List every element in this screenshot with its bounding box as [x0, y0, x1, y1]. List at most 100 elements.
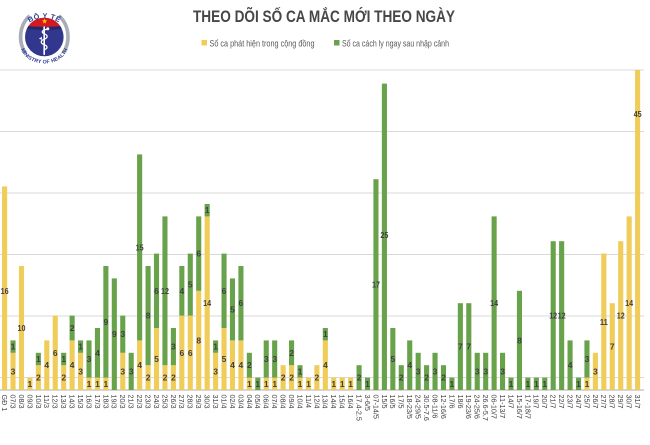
- svg-text:20/3: 20/3: [118, 395, 127, 409]
- svg-text:6: 6: [154, 286, 159, 296]
- svg-text:5: 5: [390, 354, 395, 364]
- svg-text:17/3: 17/3: [93, 395, 102, 409]
- svg-text:31/3: 31/3: [211, 395, 220, 409]
- svg-text:1: 1: [11, 342, 16, 352]
- svg-text:28/3: 28/3: [186, 395, 195, 409]
- svg-text:15-16/7: 15-16/7: [515, 395, 524, 419]
- svg-text:3: 3: [213, 366, 218, 376]
- svg-text:11/3: 11/3: [42, 395, 51, 408]
- svg-text:31/7: 31/7: [633, 395, 642, 409]
- svg-text:15/4: 15/4: [338, 395, 347, 409]
- svg-text:12: 12: [549, 311, 557, 321]
- svg-text:1: 1: [450, 379, 455, 389]
- svg-text:25/7: 25/7: [582, 395, 591, 409]
- svg-text:4: 4: [70, 360, 75, 370]
- svg-text:1: 1: [542, 379, 547, 389]
- svg-text:15: 15: [136, 242, 144, 252]
- svg-text:23/3: 23/3: [143, 395, 152, 409]
- svg-text:14/3: 14/3: [68, 395, 77, 409]
- svg-text:16/3: 16/3: [84, 395, 93, 409]
- svg-text:1: 1: [331, 379, 336, 389]
- svg-text:24/3: 24/3: [152, 395, 161, 409]
- svg-text:24/7: 24/7: [574, 395, 583, 409]
- svg-text:12: 12: [161, 286, 169, 296]
- svg-text:2: 2: [424, 373, 429, 383]
- svg-text:2: 2: [399, 373, 404, 383]
- svg-text:19/3: 19/3: [110, 395, 119, 409]
- svg-text:18-23/5: 18-23/5: [405, 395, 414, 419]
- svg-text:3: 3: [11, 366, 16, 376]
- svg-text:07-14/5: 07-14/5: [371, 395, 380, 419]
- svg-text:3: 3: [433, 366, 438, 376]
- svg-text:13/3: 13/3: [59, 395, 68, 409]
- svg-text:08-11/6: 08-11/6: [430, 395, 439, 419]
- svg-text:02/4: 02/4: [228, 395, 237, 409]
- svg-text:4: 4: [239, 360, 244, 370]
- svg-text:07/4: 07/4: [270, 395, 279, 409]
- svg-text:THEO DÕI SỐ CA MẮC MỚI THEO NG: THEO DÕI SỐ CA MẮC MỚI THEO NGÀY: [193, 6, 456, 26]
- svg-text:4: 4: [179, 286, 184, 296]
- svg-text:14: 14: [203, 298, 211, 308]
- svg-text:1: 1: [264, 379, 269, 389]
- svg-text:2: 2: [247, 360, 252, 370]
- svg-text:1: 1: [348, 379, 353, 389]
- svg-text:12-16/6: 12-16/6: [439, 395, 448, 419]
- svg-text:09/4: 09/4: [287, 395, 296, 409]
- svg-text:3: 3: [129, 366, 134, 376]
- svg-text:2: 2: [36, 373, 41, 383]
- svg-text:BỘ Y TẾ: BỘ Y TẾ: [26, 11, 63, 24]
- svg-text:1: 1: [340, 379, 345, 389]
- svg-text:1: 1: [87, 379, 92, 389]
- svg-text:1: 1: [36, 354, 41, 364]
- svg-text:2: 2: [357, 373, 362, 383]
- svg-text:9: 9: [112, 329, 117, 339]
- svg-text:2: 2: [281, 373, 286, 383]
- svg-text:4: 4: [137, 360, 142, 370]
- svg-text:12: 12: [558, 311, 566, 321]
- svg-text:4: 4: [407, 360, 412, 370]
- svg-text:14: 14: [625, 298, 633, 308]
- svg-text:08/3: 08/3: [17, 395, 26, 409]
- svg-text:4: 4: [230, 360, 235, 370]
- svg-text:3: 3: [264, 354, 269, 364]
- svg-text:24-29/5: 24-29/5: [414, 395, 423, 419]
- svg-text:11/4: 11/4: [304, 395, 313, 408]
- svg-text:1: 1: [205, 205, 210, 215]
- svg-text:2: 2: [70, 323, 75, 333]
- svg-text:26/7: 26/7: [591, 395, 600, 409]
- svg-text:9: 9: [104, 317, 109, 327]
- svg-text:29/7: 29/7: [616, 395, 625, 409]
- svg-text:16/4: 16/4: [346, 395, 355, 409]
- svg-text:6: 6: [222, 286, 227, 296]
- svg-text:22/3: 22/3: [135, 395, 144, 409]
- svg-text:16: 16: [1, 286, 9, 296]
- svg-text:2: 2: [315, 373, 320, 383]
- svg-text:6: 6: [179, 348, 184, 358]
- svg-text:30/3: 30/3: [203, 395, 212, 409]
- svg-text:3: 3: [171, 342, 176, 352]
- svg-text:30/7: 30/7: [625, 395, 634, 409]
- svg-text:13/4: 13/4: [321, 395, 330, 409]
- svg-text:07/3: 07/3: [8, 395, 17, 409]
- svg-text:6: 6: [196, 249, 201, 259]
- svg-text:15/5: 15/5: [380, 395, 389, 409]
- svg-text:15/3: 15/3: [76, 395, 85, 409]
- svg-text:10: 10: [17, 323, 25, 333]
- svg-text:6: 6: [188, 348, 193, 358]
- svg-text:12/3: 12/3: [51, 395, 60, 409]
- svg-text:05/4: 05/4: [253, 395, 262, 409]
- svg-text:4: 4: [323, 360, 328, 370]
- svg-text:3: 3: [120, 329, 125, 339]
- svg-text:30.5-7.6: 30.5-7.6: [422, 395, 431, 421]
- svg-text:25/3: 25/3: [160, 395, 169, 409]
- svg-text:1: 1: [323, 329, 328, 339]
- svg-text:26.6-5.7: 26.6-5.7: [481, 395, 490, 421]
- svg-text:1: 1: [534, 379, 539, 389]
- svg-text:19/7: 19/7: [532, 395, 541, 409]
- svg-text:1: 1: [255, 379, 260, 389]
- svg-text:3: 3: [416, 366, 421, 376]
- svg-text:12/4: 12/4: [312, 395, 321, 409]
- svg-text:14/4: 14/4: [329, 395, 338, 409]
- svg-text:29/3: 29/3: [194, 395, 203, 409]
- svg-text:1: 1: [298, 366, 303, 376]
